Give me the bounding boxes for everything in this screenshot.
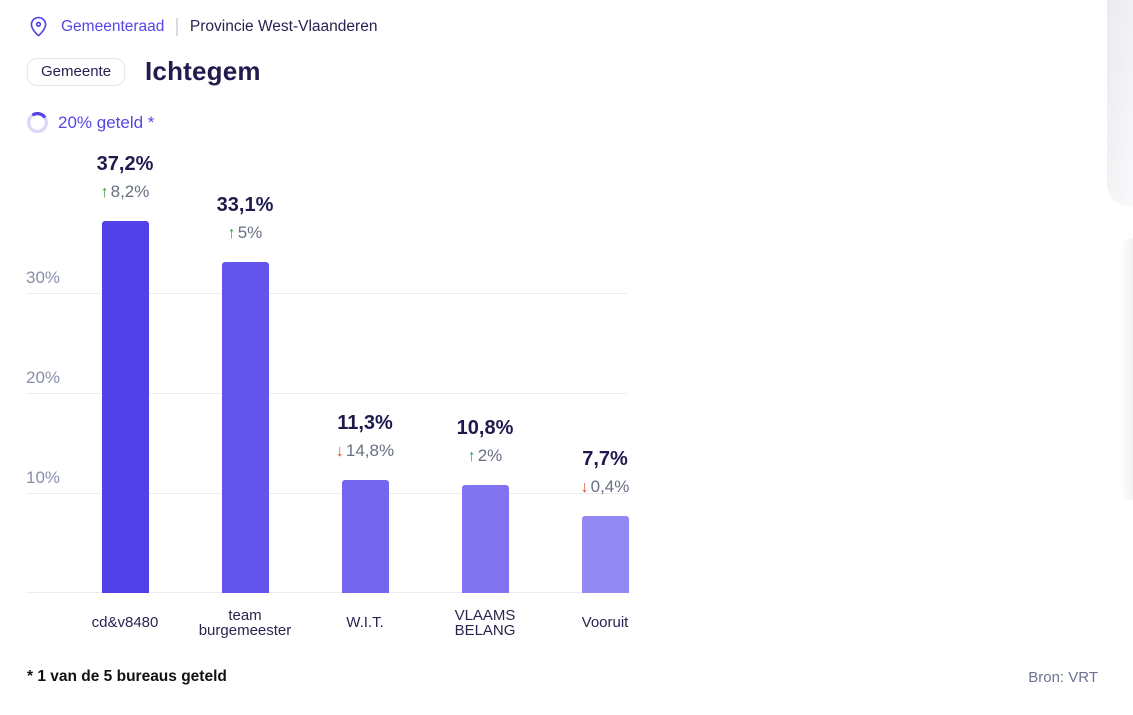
bar-value-block: 11,3% ↓ 14,8% — [300, 409, 430, 463]
change-value: 5% — [237, 223, 263, 242]
map-pin-icon — [28, 15, 49, 39]
adjacent-card-edge-top — [1107, 0, 1133, 206]
change-value: 0,4% — [590, 477, 630, 496]
breadcrumb-region-link[interactable]: Provincie West-Vlaanderen — [189, 18, 378, 35]
bar-value-label: 11,3% — [337, 412, 393, 434]
category-label: Vooruit — [581, 614, 629, 632]
bar — [461, 485, 509, 593]
bar-change-label: ↑ 8,2% — [60, 180, 190, 204]
source-credit: Bron: VRT — [1028, 669, 1098, 686]
page-title: Ichtegem — [145, 56, 261, 86]
category-label: W.I.T. — [346, 614, 384, 632]
breadcrumb: Gemeenteraad Provincie West-Vlaanderen — [28, 15, 377, 39]
change-value: 14,8% — [345, 441, 395, 460]
gridline — [26, 293, 627, 294]
progress-label: 20% geteld * — [58, 112, 155, 132]
breadcrumb-election-link[interactable]: Gemeenteraad — [61, 18, 165, 35]
bar-value-block: 7,7% ↓ 0,4% — [540, 445, 660, 499]
gridline — [26, 592, 627, 593]
bar-value-label: 37,2% — [96, 153, 154, 175]
up-arrow-icon: ↑ — [227, 225, 236, 242]
bar-change-label: ↑ 5% — [180, 221, 310, 245]
bar-value-label: 10,8% — [456, 417, 514, 439]
bar-value-block: 33,1% ↑ 5% — [180, 191, 310, 245]
breadcrumb-divider — [176, 18, 178, 36]
bar-value-block: 37,2% ↑ 8,2% — [60, 150, 190, 204]
bar-value-label: 7,7% — [582, 448, 628, 470]
change-value: 8,2% — [110, 182, 150, 201]
bar-chart-x-axis: cd&v8480 team burgemeester W.I.T. VLAAMS BE… — [0, 605, 660, 641]
gridline — [26, 493, 627, 494]
bar-value-label: 33,1% — [216, 194, 274, 216]
bar — [221, 262, 269, 593]
bar — [341, 480, 389, 593]
down-arrow-icon: ↓ — [335, 443, 344, 460]
change-value: 2% — [477, 446, 503, 465]
up-arrow-icon: ↑ — [100, 184, 109, 201]
up-arrow-icon: ↑ — [467, 448, 476, 465]
category-label: team burgemeester — [198, 606, 292, 639]
progress-ring-icon — [26, 111, 49, 134]
entity-type-badge: Gemeente — [27, 58, 126, 86]
y-tick-label: 30% — [26, 268, 61, 287]
bar — [101, 221, 149, 593]
bar-change-label: ↓ 14,8% — [300, 439, 430, 463]
bar — [581, 516, 629, 593]
category-label: VLAAMS BELANG — [454, 606, 516, 639]
counted-bureaus-footnote: * 1 van de 5 bureaus geteld — [27, 668, 227, 685]
y-tick-label: 10% — [26, 468, 61, 487]
adjacent-card-edge-bottom — [1119, 238, 1133, 500]
bar-change-label: ↑ 2% — [420, 444, 550, 468]
gridline — [26, 393, 627, 394]
down-arrow-icon: ↓ — [580, 479, 589, 496]
bar-change-label: ↓ 0,4% — [540, 475, 660, 499]
category-label: cd&v8480 — [91, 614, 159, 632]
y-tick-label: 20% — [26, 368, 61, 387]
bar-value-block: 10,8% ↑ 2% — [420, 414, 550, 468]
bar-chart: 10% 20% 30% 37,2% ↑ 8,2% 33,1% ↑ 5% 11,3% ↓ 14,8% 10… — [0, 150, 660, 593]
counting-progress: 20% geteld * — [26, 111, 154, 134]
